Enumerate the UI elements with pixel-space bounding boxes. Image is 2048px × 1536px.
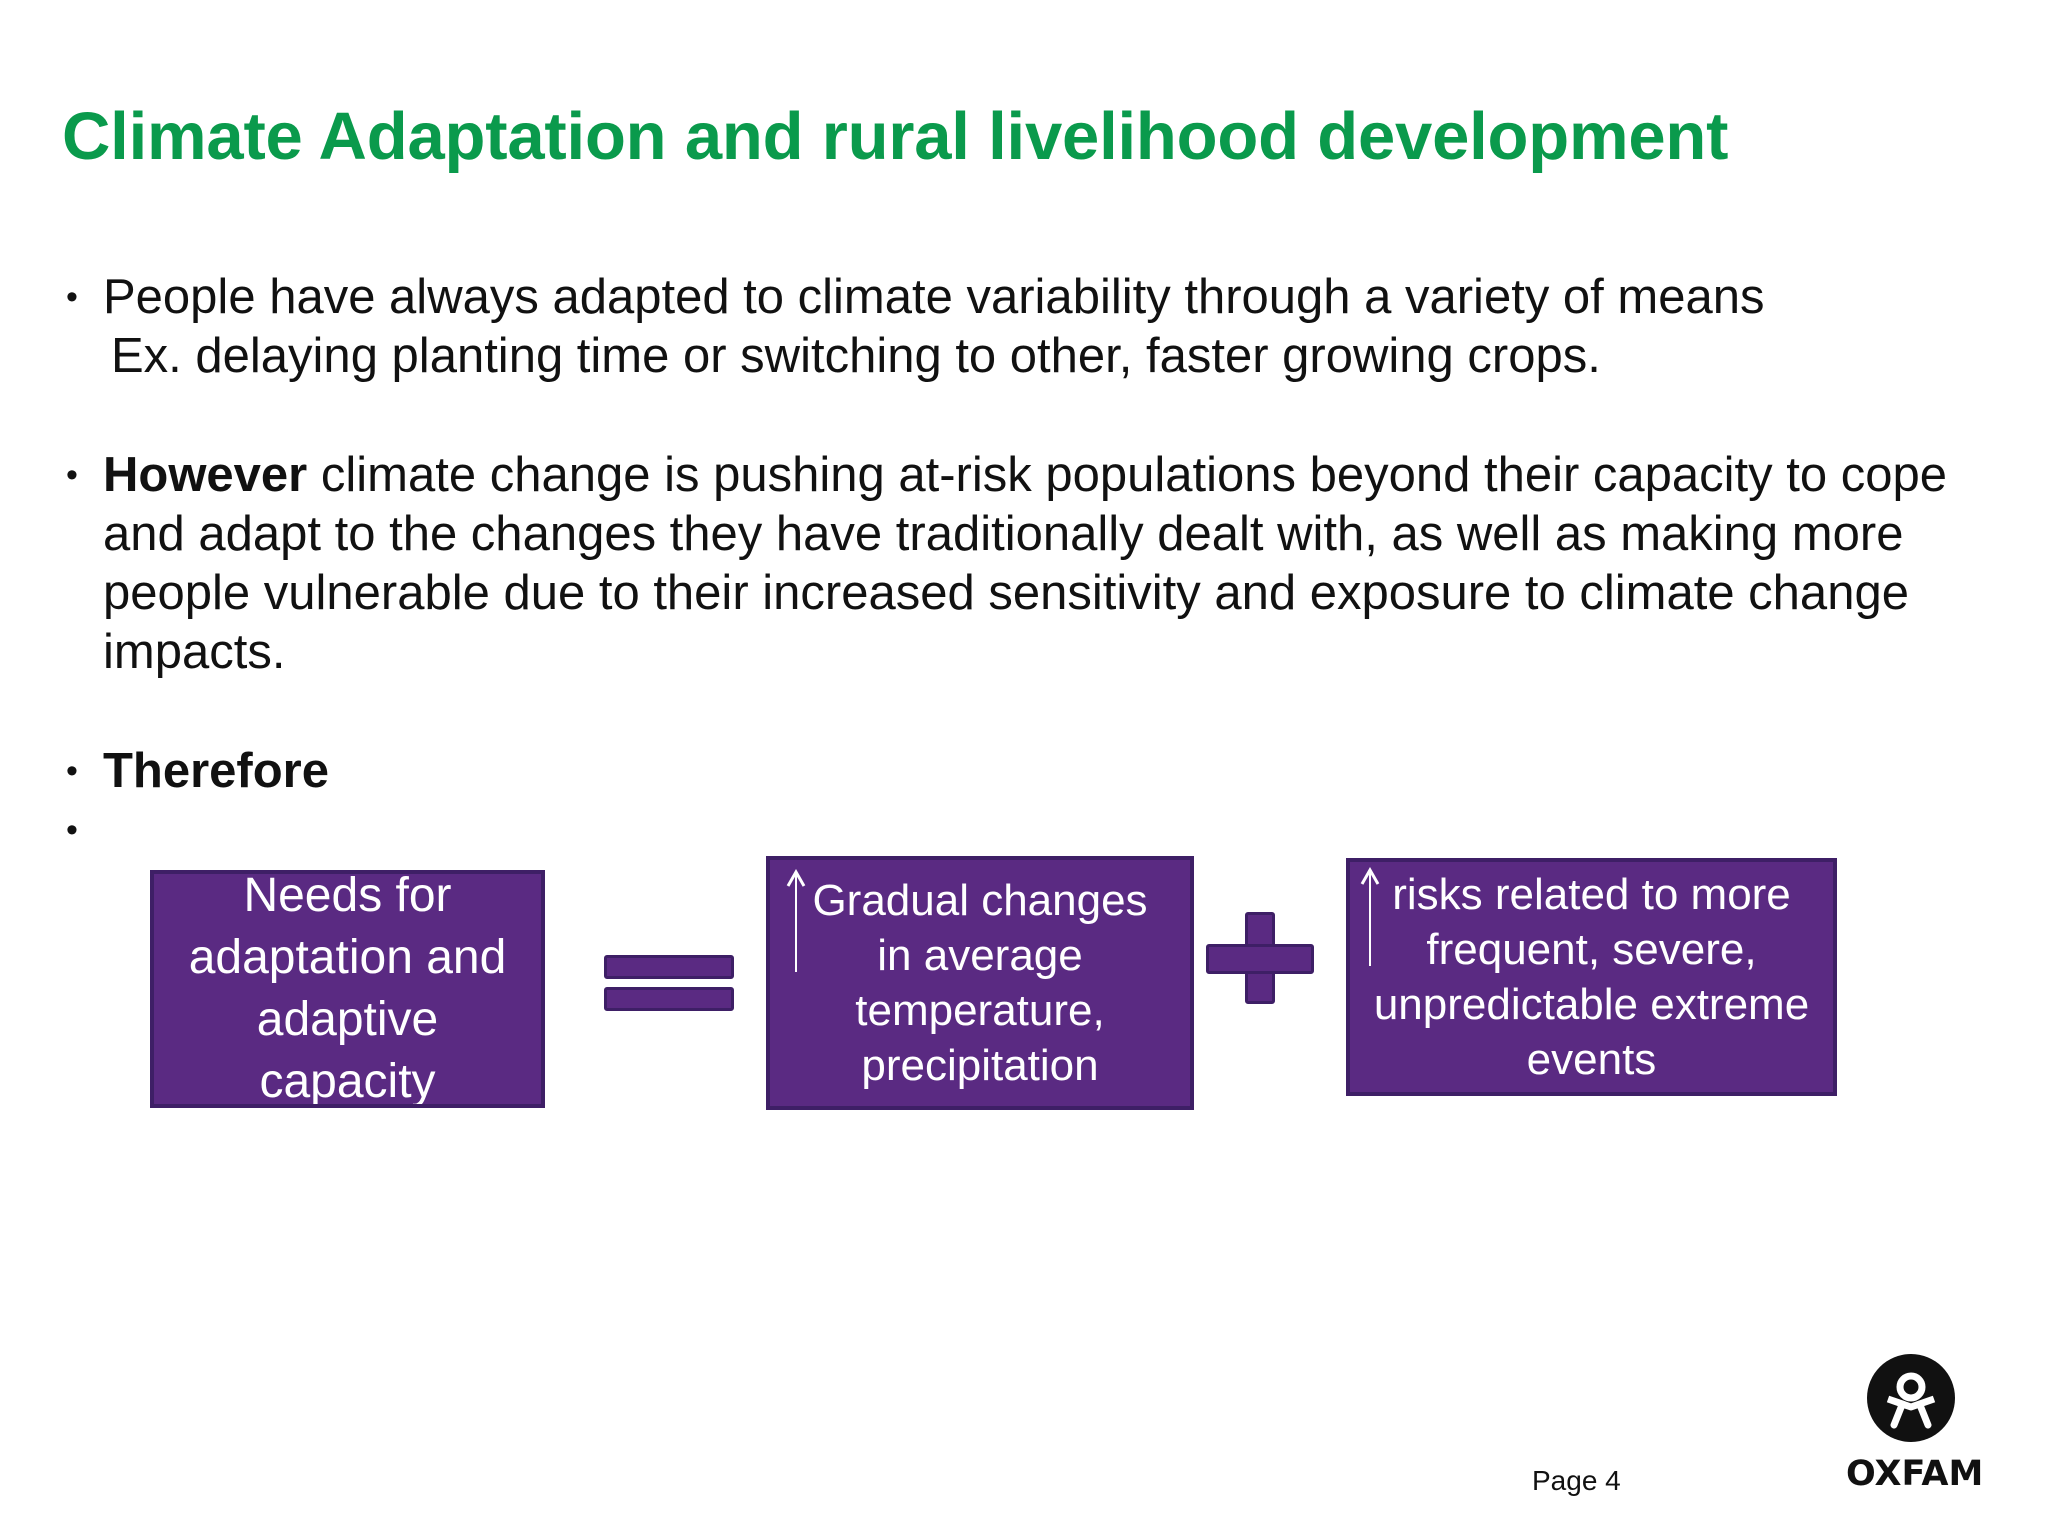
equals-sign-icon-top-bar <box>604 955 734 979</box>
up-arrow-icon <box>1360 866 1380 966</box>
equals-sign-icon <box>604 987 734 1011</box>
bullet-bold-text: However <box>103 448 308 502</box>
bullet-item-empty: • <box>62 801 2012 860</box>
oxfam-logo: OXFAM <box>1846 1353 1984 1497</box>
bullet-dot: • <box>66 752 78 790</box>
plus-sign-icon-bar <box>1206 944 1314 974</box>
bullet-item: • People have always adapted to climate … <box>62 268 2012 386</box>
bullet-item: • However climate change is pushing at-r… <box>62 446 2023 682</box>
oxfam-wordmark: OXFAM <box>1846 1454 1984 1494</box>
bullet-dot: • <box>66 278 78 316</box>
bullet-item: • Therefore <box>62 742 2012 801</box>
bullet-dot: • <box>66 456 78 494</box>
up-arrow-icon <box>786 868 806 972</box>
bullet-text: People have always adapted to climate va… <box>103 270 1765 324</box>
needs-for-adaptation-box: Needs for adaptation and adaptive capaci… <box>150 870 545 1108</box>
page-number: Page 4 <box>1532 1465 1621 1496</box>
bullet-list: • People have always adapted to climate … <box>62 268 2012 860</box>
bullet-subtext: Ex. delaying planting time or switching … <box>111 329 1601 383</box>
slide-title: Climate Adaptation and rural livelihood … <box>62 99 1729 174</box>
bullet-text: climate change is pushing at-risk popula… <box>103 448 1947 679</box>
extreme-events-risk-box: risks related to more frequent, severe, … <box>1346 858 1837 1096</box>
oxfam-figure-icon <box>1867 1354 1955 1442</box>
gradual-changes-box: Gradual changes in average temperature, … <box>766 856 1194 1110</box>
bullet-bold-text: Therefore <box>103 744 330 798</box>
bullet-dot: • <box>66 811 78 849</box>
